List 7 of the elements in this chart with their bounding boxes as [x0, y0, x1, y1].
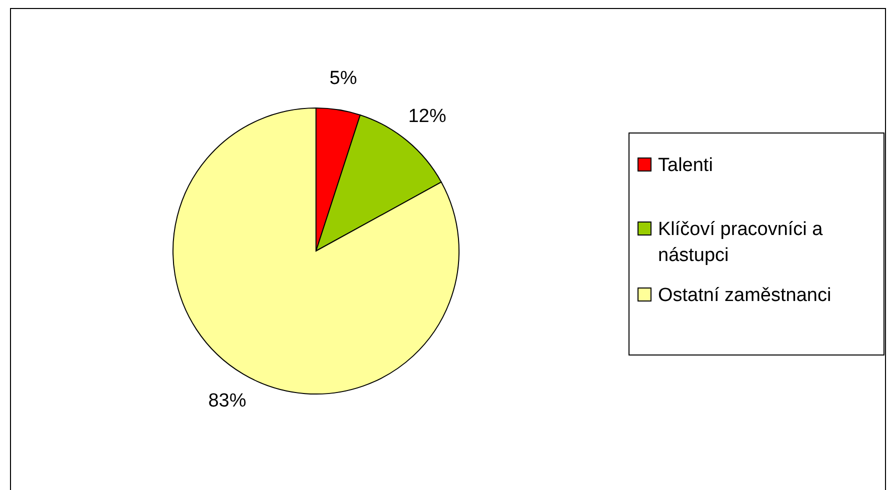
legend-label: Talenti	[658, 154, 713, 176]
legend-label: Ostatní zaměstnanci	[658, 284, 832, 306]
legend-label: Klíčoví pracovníci a nástupci	[658, 218, 824, 266]
data-label: 83%	[208, 390, 246, 412]
data-label: 5%	[330, 68, 358, 90]
data-label: 12%	[408, 106, 446, 128]
pie-slice	[172, 108, 460, 394]
